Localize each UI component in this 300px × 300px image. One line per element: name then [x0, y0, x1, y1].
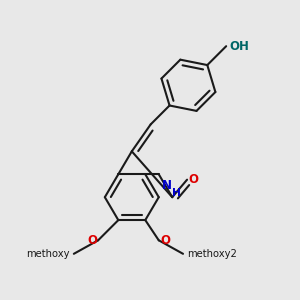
Text: O: O	[188, 173, 198, 186]
Text: O: O	[87, 234, 97, 247]
Text: N: N	[162, 179, 172, 192]
Text: H: H	[172, 188, 181, 198]
Text: methoxy2: methoxy2	[188, 249, 237, 259]
Text: OH: OH	[230, 40, 249, 53]
Text: O: O	[160, 234, 170, 247]
Text: methoxy: methoxy	[26, 249, 69, 259]
